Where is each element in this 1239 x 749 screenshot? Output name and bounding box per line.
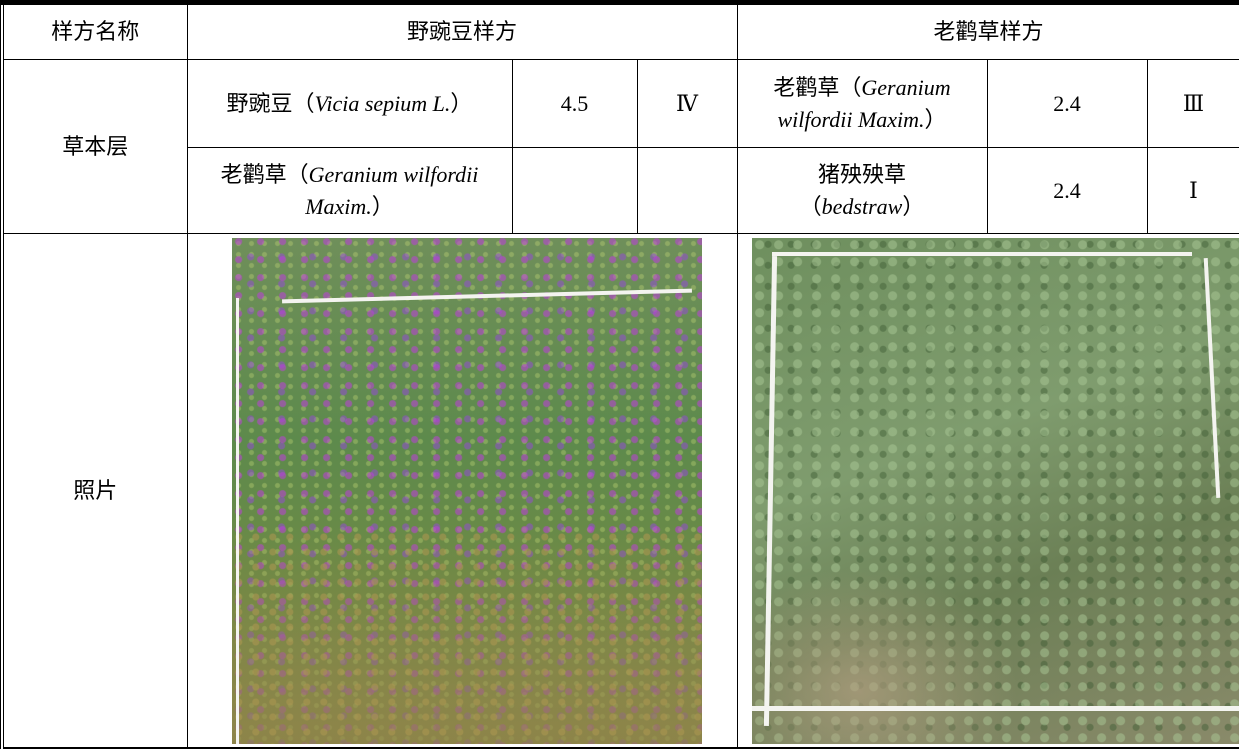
photo-cell xyxy=(186,233,738,749)
species-cell: 猪殃殃草 （bedstraw） xyxy=(736,147,988,234)
row-label: 草本层 xyxy=(1,59,188,234)
species-name: 老鹳草（ xyxy=(773,74,862,100)
species-name: 猪殃殃草 xyxy=(818,161,907,187)
grade-cell: Ⅲ xyxy=(1146,59,1239,148)
header-row: 样方名称 野豌豆样方 老鹳草样方 xyxy=(1,2,1239,60)
species-latin: Geranium wilfordii Maxim. xyxy=(305,161,479,219)
grade-cell: Ⅳ xyxy=(636,59,738,148)
grade-cell: Ⅰ xyxy=(1146,147,1239,234)
row: 老鹳草（Geranium wilfordii Maxim.） 猪殃殃草 （beds… xyxy=(2,147,1239,234)
photo-row: 照片 xyxy=(1,233,1239,749)
header-cell: 样方名称 xyxy=(1,2,188,60)
value-cell: 2.4 xyxy=(986,59,1148,148)
species-latin: Geranium wilfordii Maxim. xyxy=(777,74,951,132)
row-label: 照片 xyxy=(1,233,188,749)
species-latin: Vicia sepium L. xyxy=(314,90,451,116)
species-name: 野豌豆（ xyxy=(226,90,315,116)
species-name: 老鹳草（ xyxy=(220,161,309,187)
species-end: ） xyxy=(450,90,473,116)
row: 草本层 野豌豆（Vicia sepium L.） 4.5 Ⅳ 老鹳草（Geran… xyxy=(1,59,1239,234)
species-cell: 野豌豆（Vicia sepium L.） xyxy=(186,59,513,148)
species-cell: 老鹳草（Geranium wilfordii Maxim.） xyxy=(186,147,513,234)
empty-cell xyxy=(511,147,638,234)
vetch-photo xyxy=(231,238,702,744)
species-end: ） xyxy=(371,193,394,219)
species-latin: bedstraw xyxy=(821,193,903,219)
header-cell: 老鹳草样方 xyxy=(736,2,1239,60)
geranium-photo xyxy=(751,238,1239,744)
empty-cell xyxy=(636,147,738,234)
species-cell: 老鹳草（Geranium wilfordii Maxim.） xyxy=(736,59,988,148)
species-end: ） xyxy=(924,106,947,132)
photo-cell xyxy=(736,233,1239,749)
header-cell: 野豌豆样方 xyxy=(186,2,738,60)
value-cell: 2.4 xyxy=(986,147,1148,234)
species-end: （ xyxy=(799,193,822,219)
species-end: ） xyxy=(902,193,925,219)
value-cell: 4.5 xyxy=(511,59,638,148)
